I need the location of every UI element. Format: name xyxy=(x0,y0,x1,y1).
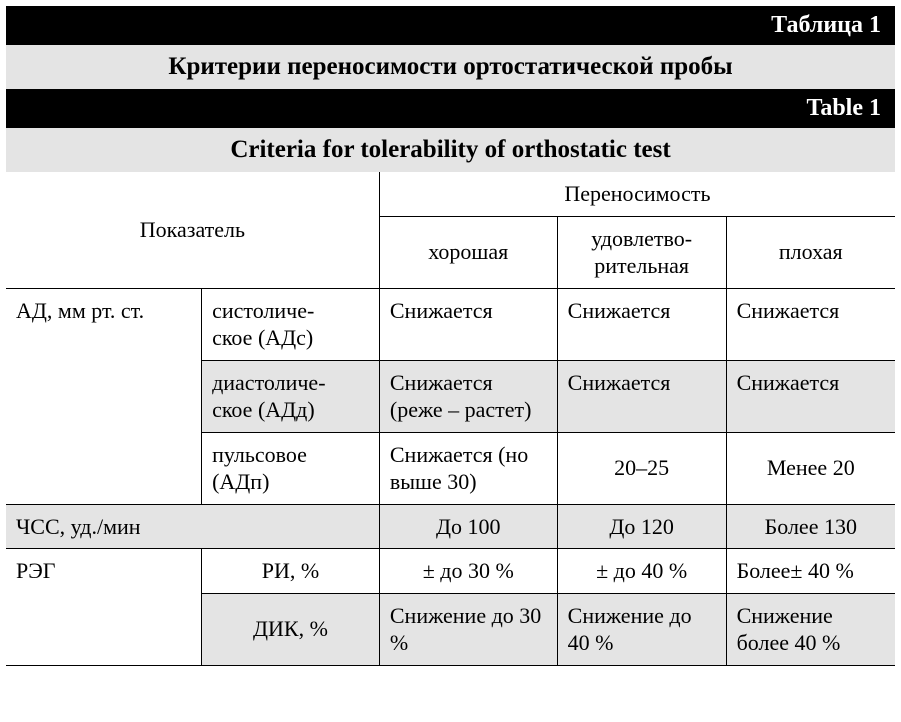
cell-value: Снижается xyxy=(726,288,895,360)
cell-value: До 100 xyxy=(379,504,557,549)
cell-value: 20–25 xyxy=(557,432,726,504)
row-sublabel: пульсовое (АДп) xyxy=(202,432,380,504)
table-caption-en: Criteria for tolerability of orthostatic… xyxy=(6,128,895,172)
col-header-satisfactory: удовлетво- рительная xyxy=(557,216,726,288)
cell-value: Снижается xyxy=(379,288,557,360)
cell-value: ± до 40 % xyxy=(557,549,726,594)
cell-value: Более 130 xyxy=(726,504,895,549)
cell-value: ± до 30 % xyxy=(379,549,557,594)
table-label-en: Table 1 xyxy=(6,89,895,128)
cell-value: Снижение до 40 % xyxy=(557,593,726,665)
row-sublabel: ДИК, % xyxy=(202,593,380,665)
table-row: ЧСС, уд./мин До 100 До 120 Более 130 xyxy=(6,504,895,549)
table-caption-ru: Критерии переносимости ортостатической п… xyxy=(6,45,895,89)
table-row: РЭГ РИ, % ± до 30 % ± до 40 % Более± 40 … xyxy=(6,549,895,594)
table-label-ru: Таблица 1 xyxy=(6,6,895,45)
row-sublabel: РИ, % xyxy=(202,549,380,594)
cell-value: Снижается (реже – растет) xyxy=(379,360,557,432)
row-sublabel: систоличе- ское (АДс) xyxy=(202,288,380,360)
col-header-group: Переносимость xyxy=(379,172,895,216)
cell-value: Снижение более 40 % xyxy=(726,593,895,665)
col-header-bad: плохая xyxy=(726,216,895,288)
cell-value: Снижается xyxy=(557,360,726,432)
cell-value: Снижается xyxy=(557,288,726,360)
row-label-chss: ЧСС, уд./мин xyxy=(6,504,379,549)
cell-value: Снижается (но выше 30) xyxy=(379,432,557,504)
cell-value: До 120 xyxy=(557,504,726,549)
table-row: АД, мм рт. ст. систоличе- ское (АДс) Сни… xyxy=(6,288,895,360)
row-label-ad: АД, мм рт. ст. xyxy=(6,288,202,504)
cell-value: Менее 20 xyxy=(726,432,895,504)
col-header-indicator: Показатель xyxy=(6,172,379,288)
row-label-reg: РЭГ xyxy=(6,549,202,666)
col-header-good: хорошая xyxy=(379,216,557,288)
cell-value: Более± 40 % xyxy=(726,549,895,594)
cell-value: Снижение до 30 % xyxy=(379,593,557,665)
tolerability-table: Таблица 1 Критерии переносимости ортоста… xyxy=(6,6,895,666)
cell-value: Снижается xyxy=(726,360,895,432)
row-sublabel: диастоличе- ское (АДд) xyxy=(202,360,380,432)
